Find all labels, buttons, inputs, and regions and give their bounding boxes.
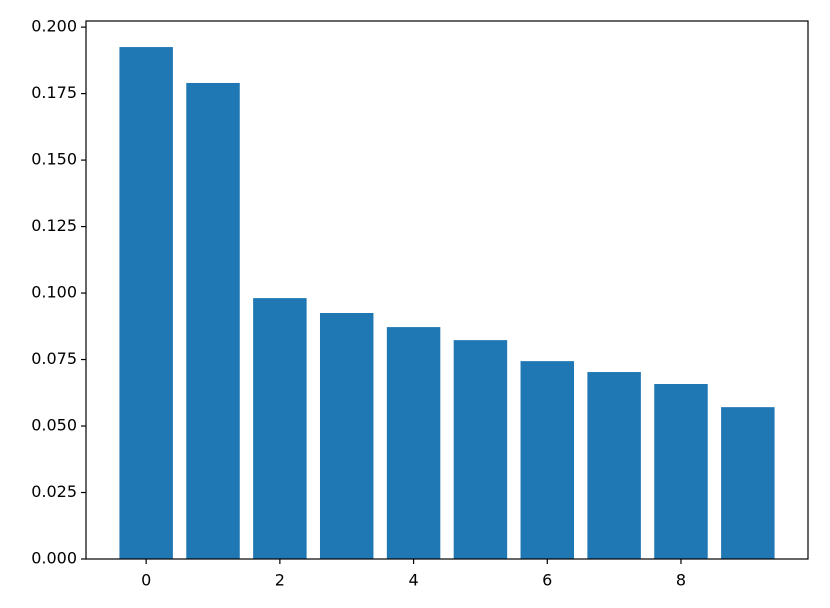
- y-tick-label: 0.150: [31, 150, 77, 169]
- bar: [520, 361, 575, 559]
- y-tick-label: 0.125: [31, 216, 77, 235]
- bar: [721, 407, 775, 559]
- y-tick-label: 0.025: [31, 482, 77, 501]
- bar: [386, 327, 441, 559]
- bar: [119, 47, 173, 559]
- x-tick-label: 2: [275, 571, 285, 590]
- y-tick-label: 0.075: [31, 349, 77, 368]
- bar: [453, 340, 508, 559]
- y-tick-label: 0.200: [31, 17, 77, 36]
- bar: [186, 82, 240, 559]
- y-tick-label: 0.000: [31, 549, 77, 568]
- x-tick-label: 0: [141, 571, 151, 590]
- y-tick-label: 0.050: [31, 416, 77, 435]
- bar: [654, 384, 708, 559]
- axes-frame: [85, 20, 809, 560]
- bar: [319, 313, 374, 559]
- y-tick-label: 0.100: [31, 283, 77, 302]
- y-tick-label: 0.175: [31, 83, 77, 102]
- x-tick-label: 4: [408, 571, 418, 590]
- bar: [253, 298, 307, 559]
- x-tick-label: 8: [676, 571, 686, 590]
- x-tick-label: 6: [542, 571, 552, 590]
- bar: [587, 372, 641, 559]
